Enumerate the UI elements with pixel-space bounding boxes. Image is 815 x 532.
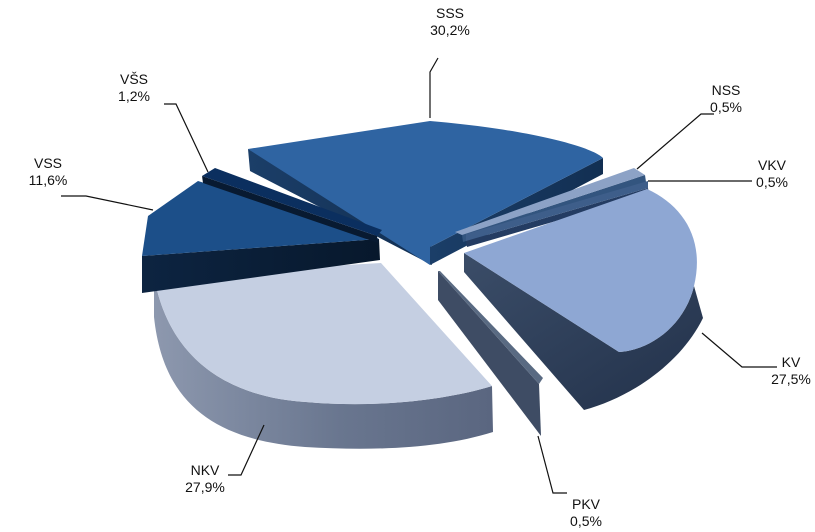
label-value-7: 1,2%: [118, 88, 150, 104]
label-value-2: 0,5%: [756, 174, 788, 190]
label-value-6: 11,6%: [29, 172, 68, 188]
label-category-5: NKV: [191, 462, 220, 478]
leader-4: [537, 435, 567, 494]
slice-top-4: [438, 271, 543, 384]
label-category-2: VKV: [758, 157, 787, 173]
slice-top-0: [248, 121, 603, 265]
label-value-1: 0,5%: [710, 99, 742, 115]
leader-1: [636, 113, 714, 170]
slice-top-2: [466, 181, 648, 241]
slice-top-6: [142, 181, 379, 256]
leader-3: [701, 332, 777, 368]
label-category-3: KV: [782, 354, 801, 370]
slice-side-4: [438, 271, 541, 436]
slice-side-6: [142, 239, 380, 293]
slice-v-s: [202, 168, 382, 243]
slice-side-3: [464, 253, 703, 410]
slice-side-7: [202, 176, 378, 243]
pie-slices: [142, 121, 703, 449]
leader-7: [164, 103, 209, 173]
slice-vkv: [466, 181, 649, 247]
label-value-3: 27,5%: [771, 371, 811, 387]
slice-vss: [142, 181, 380, 293]
slice-pkv: [438, 271, 543, 436]
label-value-5: 27,9%: [185, 479, 225, 495]
label-value-4: 0,5%: [570, 513, 602, 529]
leader-lines: [61, 57, 777, 494]
slice-side-5: [154, 276, 493, 449]
label-value-0: 30,2%: [430, 22, 470, 38]
slice-top-7: [202, 168, 382, 236]
leader-6: [61, 195, 154, 211]
label-category-1: NSS: [712, 82, 741, 98]
slice-labels: SSS30,2%NSS0,5%VKV0,5%KV27,5%PKV0,5%NKV2…: [29, 5, 811, 529]
slice-top-3: [464, 189, 697, 352]
leader-5: [228, 424, 265, 476]
label-category-0: SSS: [436, 5, 464, 21]
slice-top-5: [154, 263, 492, 405]
label-category-4: PKV: [572, 496, 601, 512]
slice-side-2: [466, 188, 649, 247]
slice-top-1: [455, 168, 645, 235]
leader-0: [429, 57, 439, 118]
label-category-7: VŠS: [120, 71, 148, 87]
label-category-6: VSS: [34, 155, 62, 171]
slice-nkv: [154, 263, 493, 449]
slice-kv: [464, 189, 703, 410]
